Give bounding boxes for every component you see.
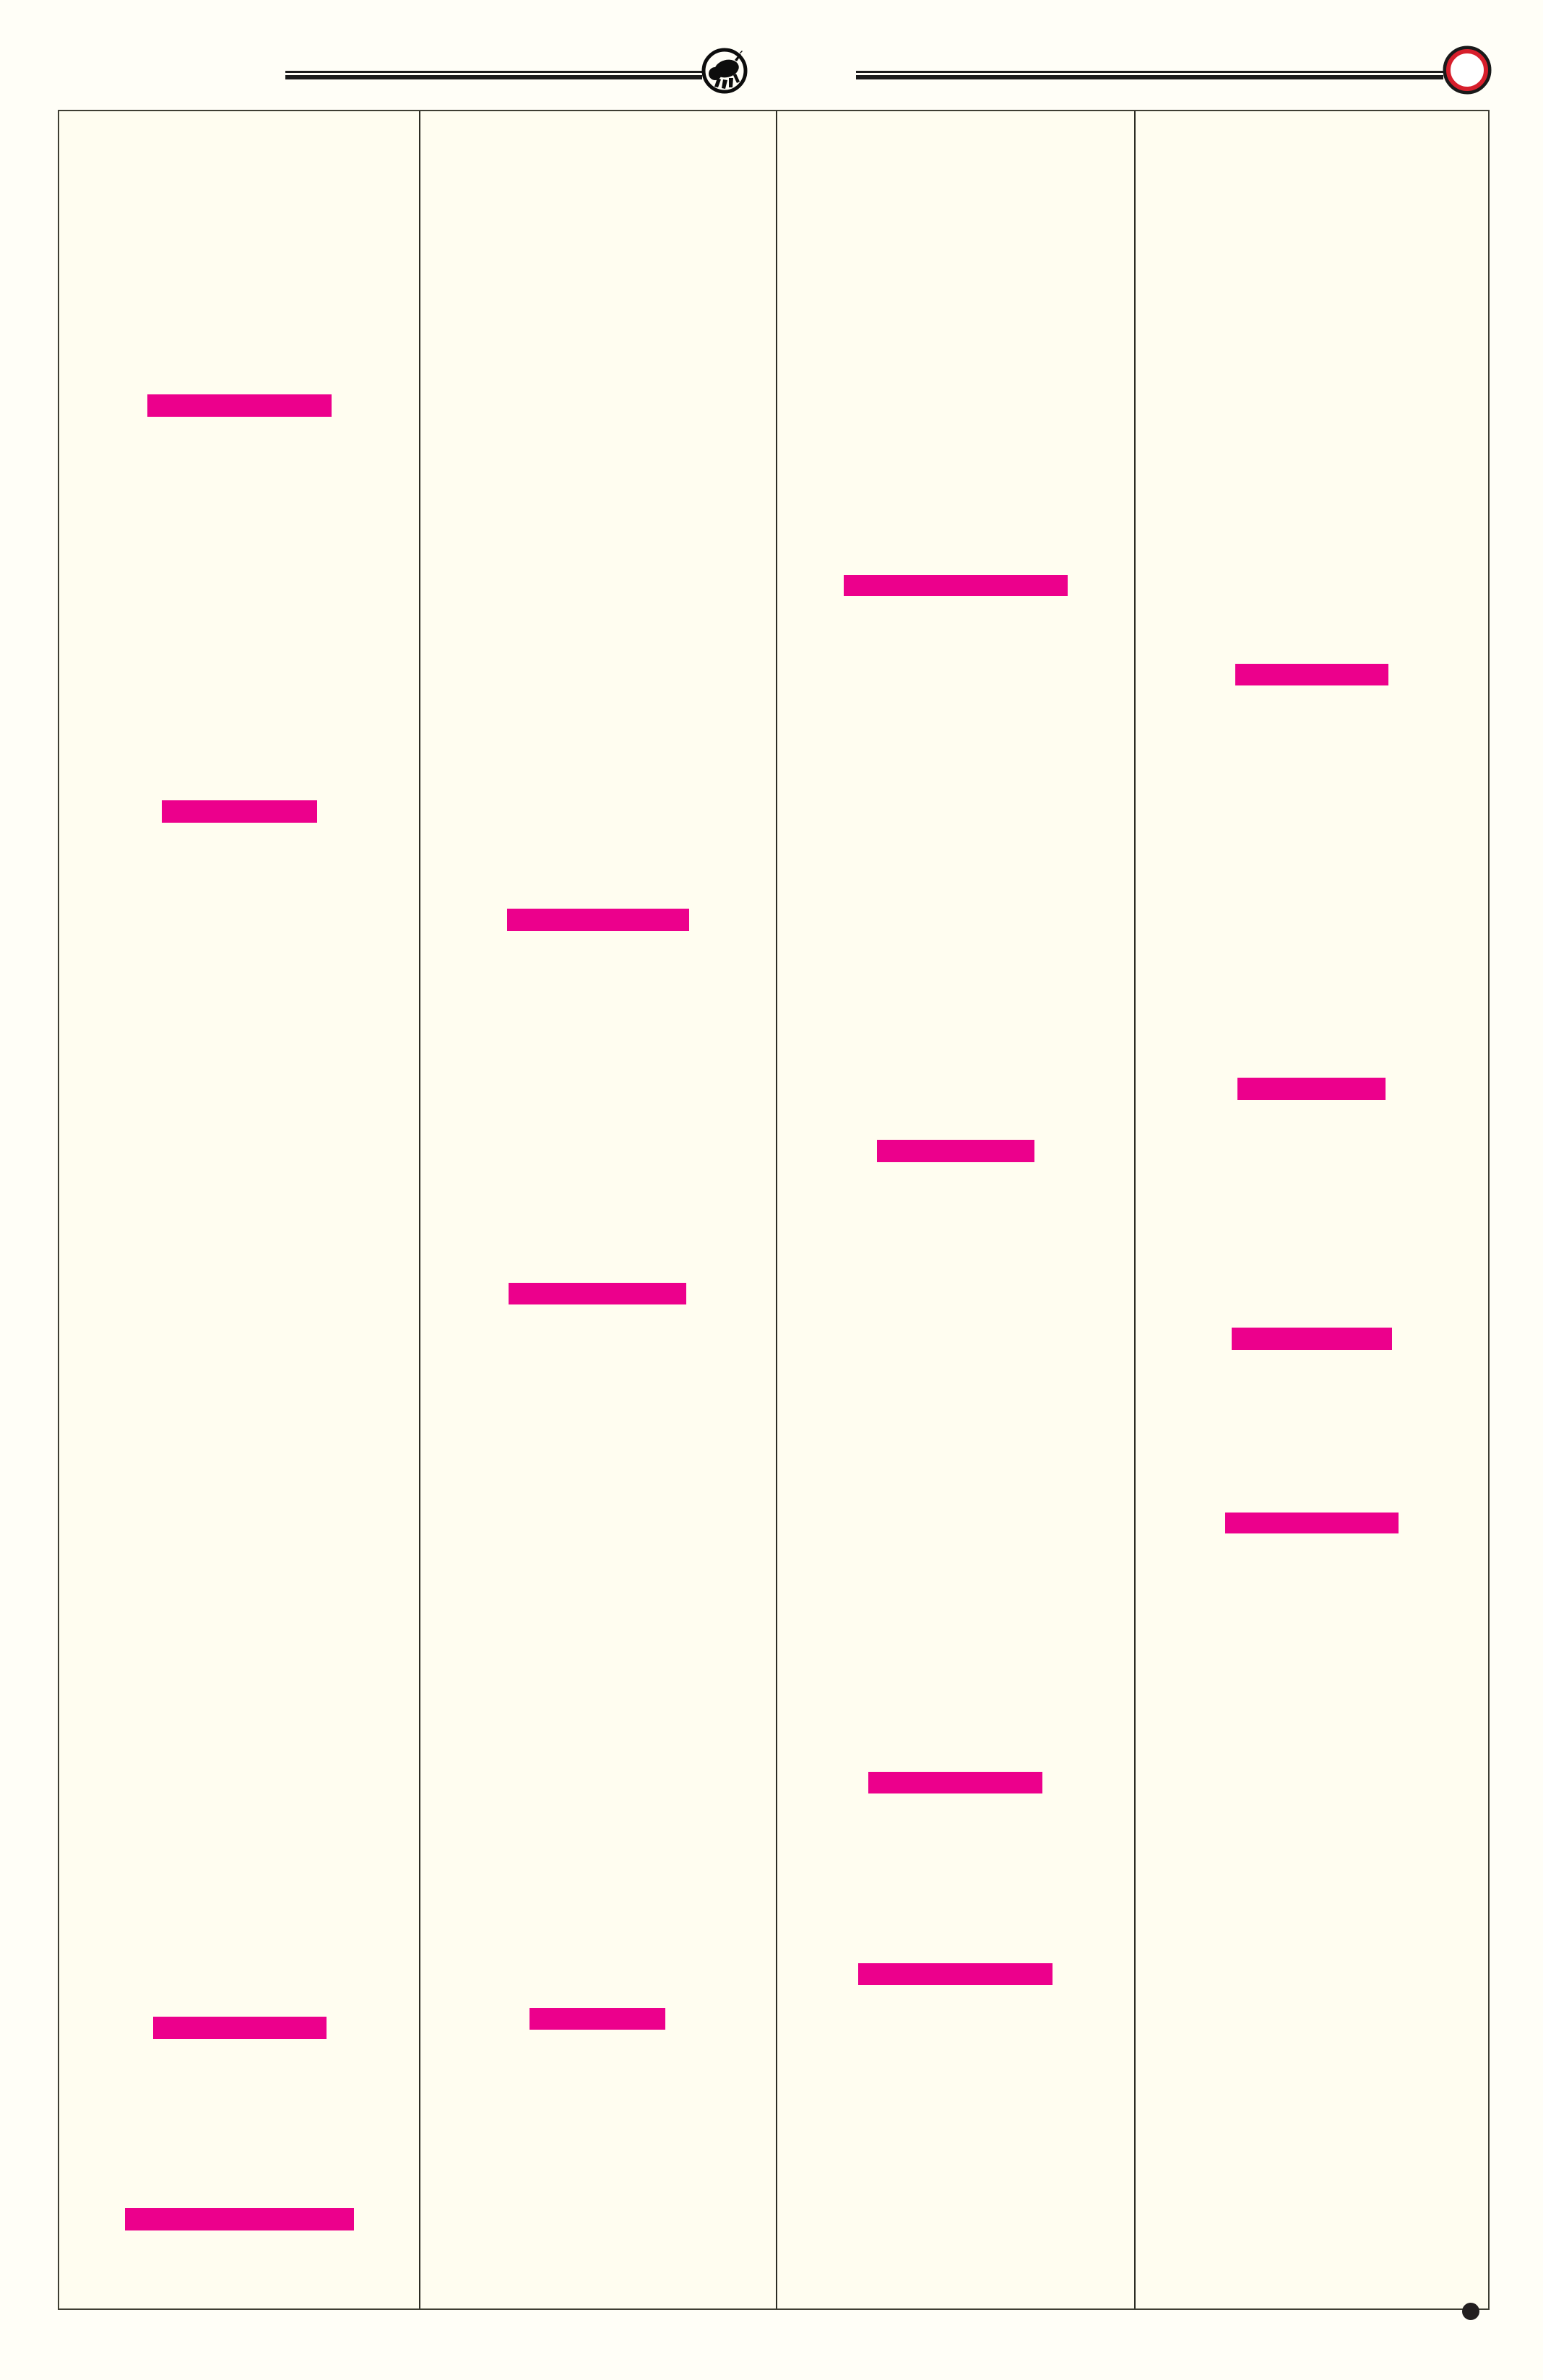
highlight-bar xyxy=(844,575,1068,596)
highlight-bar xyxy=(1232,1328,1392,1350)
column-divider xyxy=(776,111,777,2308)
highlight-bar xyxy=(877,1140,1034,1162)
highlight-bar xyxy=(1235,664,1388,685)
highlight-bar xyxy=(509,1283,686,1304)
header-rule-left xyxy=(285,71,702,79)
column-divider xyxy=(419,111,420,2308)
column-divider xyxy=(1134,111,1136,2308)
highlight-bar xyxy=(530,2008,665,2030)
content-area xyxy=(58,110,1490,2310)
highlight-bar xyxy=(868,1772,1042,1793)
highlight-bar xyxy=(147,394,332,417)
highlight-bar xyxy=(153,2017,327,2039)
highlight-bar xyxy=(1225,1513,1399,1533)
highlight-bar xyxy=(125,2208,354,2230)
header-rule-right xyxy=(856,71,1443,79)
highlight-bar xyxy=(162,800,317,823)
red-ring-icon xyxy=(1442,45,1492,99)
highlight-bar xyxy=(1237,1078,1386,1100)
bull-emblem-icon xyxy=(699,46,750,100)
corner-dot xyxy=(1462,2303,1479,2320)
highlight-bar xyxy=(858,1963,1053,1985)
highlight-bar xyxy=(507,909,689,931)
